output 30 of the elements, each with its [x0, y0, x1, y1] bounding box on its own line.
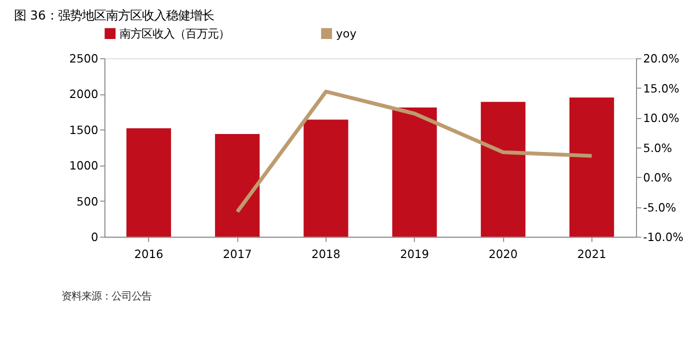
y-tick-label: 500 — [76, 194, 98, 208]
y2-tick-label: 5.0% — [643, 140, 672, 155]
text: 资料来源：公司公告 — [62, 290, 152, 302]
x-tick-label: 2019 — [400, 247, 430, 262]
y-tick-label: 0 — [91, 230, 98, 244]
y2-tick-label: -5.0% — [643, 200, 676, 214]
y-tick-label: 2000 — [69, 87, 98, 102]
y2-tick-label: 10.0% — [643, 111, 680, 126]
bar — [569, 98, 614, 237]
y2-tick-label: 15.0% — [643, 81, 680, 96]
bar — [480, 102, 526, 237]
bar — [304, 120, 348, 237]
bar — [215, 134, 260, 237]
y2-tick-label: -10.0% — [643, 230, 684, 244]
y-tick-label: 1500 — [69, 122, 98, 137]
x-tick-label: 2020 — [488, 247, 518, 262]
legend-label: 南方区收入（百万元） — [120, 26, 230, 40]
bar — [392, 108, 437, 237]
x-tick-label: 2016 — [134, 247, 164, 262]
legend-label: yoy — [336, 26, 357, 40]
chart-title: 图 36：强势地区南方区收入稳健增长 — [14, 8, 214, 22]
x-tick-label: 2017 — [222, 247, 252, 262]
y2-tick-label: 20.0% — [643, 52, 680, 66]
x-tick-label: 2021 — [577, 247, 606, 262]
bar — [126, 128, 172, 237]
y2-tick-label: 0.0% — [643, 170, 672, 185]
y-tick-label: 1000 — [69, 158, 98, 173]
y-tick-label: 2500 — [69, 52, 98, 66]
x-tick-label: 2018 — [311, 247, 340, 262]
line-series — [235, 90, 594, 214]
